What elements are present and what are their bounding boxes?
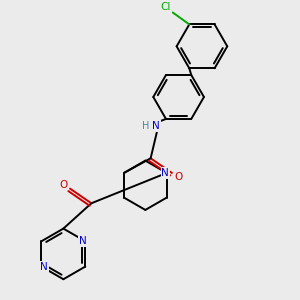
Text: N: N [79, 236, 86, 246]
Text: N: N [40, 262, 48, 272]
Text: N: N [161, 168, 169, 178]
Text: O: O [175, 172, 183, 182]
Text: N: N [152, 121, 160, 131]
Text: Cl: Cl [161, 2, 171, 12]
Text: H: H [142, 121, 149, 131]
Text: O: O [59, 180, 68, 190]
